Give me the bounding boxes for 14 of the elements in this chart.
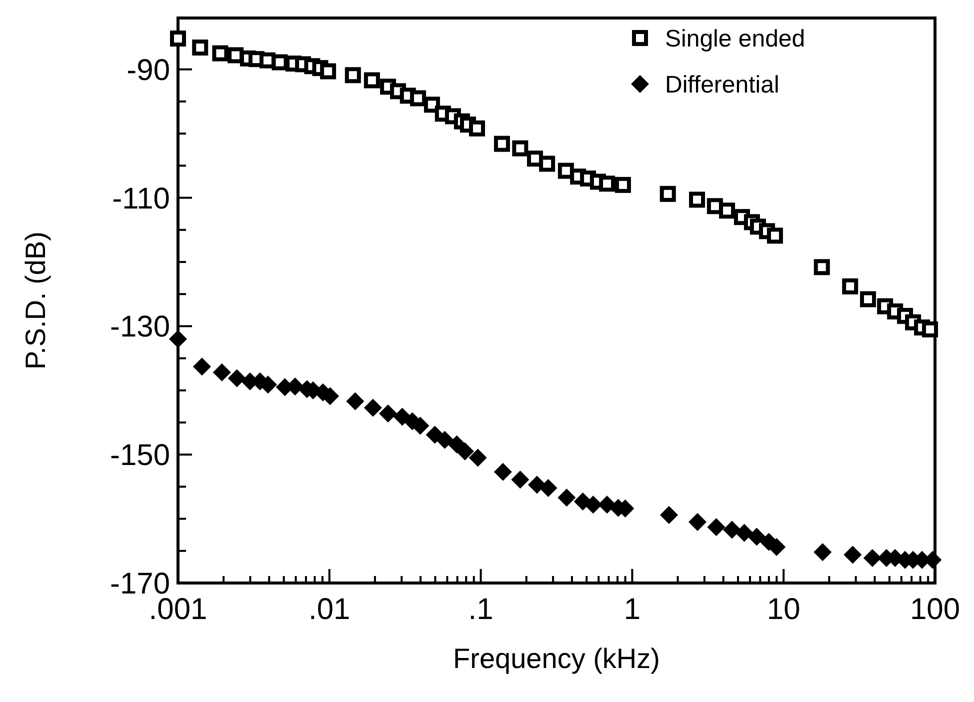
x-tick-label: .001 (148, 593, 208, 626)
x-tick-label: 10 (766, 593, 800, 626)
y-tick-label: -130 (110, 310, 170, 344)
x-tick-label: .01 (308, 593, 350, 626)
x-tick-label: .1 (468, 593, 494, 626)
legend-label: Single ended (665, 25, 806, 52)
y-tick-label: -150 (110, 439, 170, 472)
x-axis-title: Frequency (kHz) (453, 643, 660, 674)
legend-label: Differential (665, 71, 780, 98)
y-axis-title: P.S.D. (dB) (20, 232, 51, 370)
y-tick-label: -110 (112, 182, 170, 216)
x-tick-label: 100 (910, 593, 960, 626)
x-tick-label: 1 (624, 593, 641, 626)
y-tick-label: -90 (126, 54, 170, 87)
